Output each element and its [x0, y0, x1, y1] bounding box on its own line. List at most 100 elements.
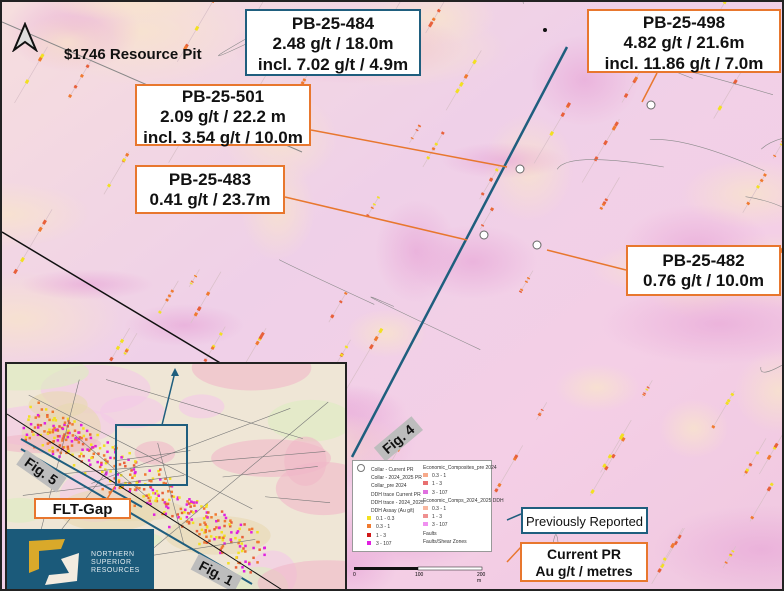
assay-point	[190, 518, 193, 521]
assay-point	[229, 538, 233, 541]
assay-interval	[756, 184, 760, 189]
assay-point	[215, 519, 218, 523]
assay-interval	[623, 93, 629, 98]
assay-interval	[39, 53, 45, 59]
assay-point	[82, 427, 85, 430]
assay-point	[104, 468, 107, 471]
assay-point	[189, 505, 192, 508]
assay-point	[78, 455, 81, 458]
assay-point	[223, 513, 226, 517]
assay-point	[184, 508, 187, 512]
assay-point	[151, 488, 155, 492]
assay-point	[97, 452, 100, 455]
assay-interval	[302, 78, 307, 82]
assay-interval	[37, 56, 43, 62]
assay-interval	[724, 561, 728, 564]
assay-point	[209, 535, 213, 538]
assay-interval	[463, 73, 469, 79]
assay-point	[104, 458, 107, 462]
assay-interval	[344, 345, 349, 349]
assay-interval	[366, 213, 370, 217]
legend-item: 3 - 107	[423, 489, 448, 496]
logo-mark-icon	[29, 539, 79, 585]
assay-point	[220, 536, 224, 540]
assay-interval	[494, 488, 499, 493]
assay-point	[77, 431, 80, 434]
assay-interval	[197, 306, 202, 311]
assay-point	[210, 516, 213, 519]
assay-point	[71, 423, 74, 426]
callout-pb-25-501: PB-25-501 2.09 g/t / 22.2 m incl. 3.54 g/t…	[135, 84, 311, 147]
assay-interval	[372, 202, 377, 206]
assay-point	[117, 480, 121, 483]
assay-interval	[642, 392, 647, 395]
assay-point	[148, 469, 151, 472]
assay-interval	[210, 346, 215, 350]
fault-line	[556, 159, 664, 170]
assay-point	[263, 553, 266, 557]
assay-point	[166, 502, 170, 506]
assay-point	[206, 516, 209, 519]
assay-point	[63, 433, 66, 436]
assay-point	[218, 526, 221, 529]
assay-interval	[620, 433, 625, 438]
assay-point	[147, 496, 150, 500]
assay-point	[65, 451, 68, 455]
assay-interval	[258, 334, 263, 340]
assay-interval	[193, 312, 199, 317]
assay-point	[62, 446, 65, 449]
assay-point	[168, 498, 171, 502]
assay-point	[58, 425, 61, 428]
assay-point	[157, 473, 161, 476]
assay-point	[63, 421, 67, 424]
assay-point	[71, 434, 75, 437]
assay-point	[109, 479, 112, 483]
assay-interval	[566, 102, 571, 108]
assay-point	[111, 446, 114, 449]
assay-point	[166, 506, 170, 510]
assay-point	[56, 439, 60, 442]
assay-interval	[590, 489, 595, 495]
flt-gap-label: FLT-Gap	[34, 498, 131, 519]
assay-point	[77, 437, 81, 441]
assay-point	[108, 491, 112, 494]
assay-interval	[593, 156, 599, 162]
legend-previously-reported: Previously Reported	[521, 507, 648, 534]
assay-point	[250, 527, 254, 531]
assay-point	[82, 454, 85, 458]
assay-interval	[614, 121, 619, 127]
assay-point	[51, 450, 55, 453]
assay-point	[128, 473, 132, 476]
assay-point	[154, 499, 157, 503]
assay-interval	[428, 23, 433, 28]
assay-interval	[107, 183, 112, 188]
assay-point	[150, 479, 153, 483]
assay-point	[80, 436, 83, 440]
assay-point	[198, 532, 201, 536]
assay-point	[230, 540, 233, 544]
assay-interval	[766, 454, 772, 461]
assay-point	[36, 413, 40, 417]
assay-point	[73, 429, 77, 433]
assay-point	[53, 436, 56, 440]
assay-point	[238, 527, 241, 531]
assay-point	[58, 435, 61, 438]
assay-point	[239, 523, 243, 527]
assay-interval	[731, 549, 735, 553]
assay-point	[152, 491, 155, 495]
assay-point	[135, 486, 138, 489]
assay-interval	[436, 8, 441, 13]
assay-point	[53, 426, 56, 430]
assay-point	[179, 507, 183, 511]
assay-interval	[722, 2, 727, 5]
assay-interval	[203, 358, 208, 363]
assay-point	[132, 464, 136, 467]
assay-point	[227, 561, 230, 565]
assay-interval	[645, 388, 649, 391]
legend-current-pr: Current PR Au g/t / metres	[520, 542, 648, 582]
assay-point	[217, 519, 220, 522]
legend-item: Collar - Current PR	[371, 467, 414, 473]
assay-point	[32, 433, 35, 436]
assay-point	[24, 438, 28, 442]
assay-point	[73, 420, 76, 423]
